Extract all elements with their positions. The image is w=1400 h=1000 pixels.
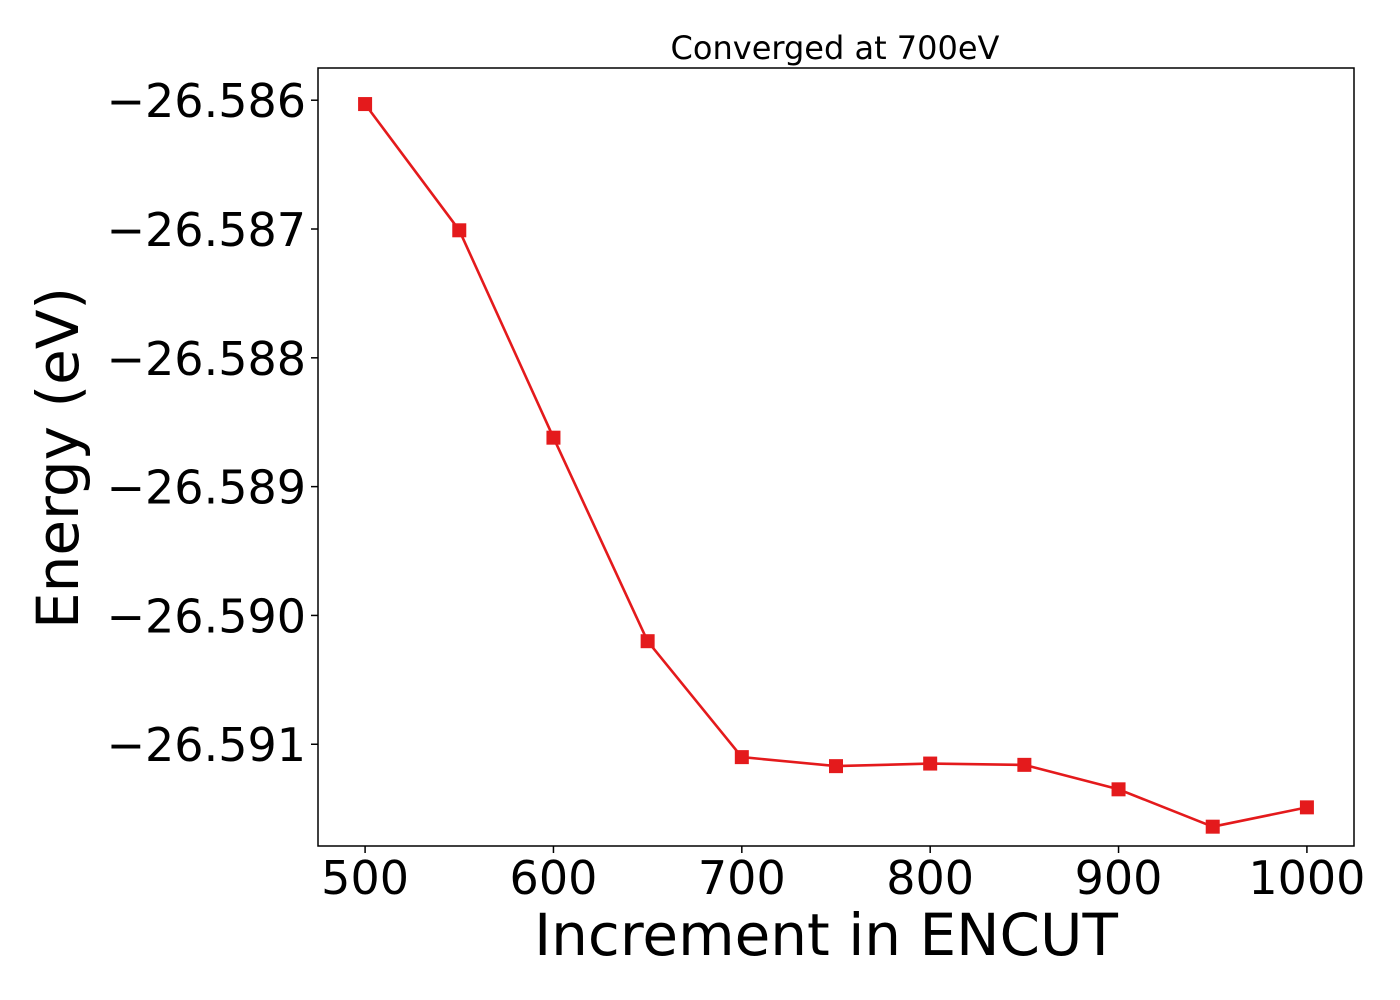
x-tick-label: 1000 bbox=[1248, 851, 1365, 905]
data-point-marker bbox=[1111, 782, 1126, 797]
x-tick-label: 500 bbox=[321, 851, 409, 905]
series-line bbox=[364, 103, 1308, 829]
x-tick-label: 700 bbox=[698, 851, 786, 905]
y-axis-label: Energy (eV) bbox=[24, 287, 92, 629]
data-point-marker bbox=[1205, 819, 1220, 834]
y-tick-label: −26.589 bbox=[107, 461, 307, 515]
x-tick-label: 900 bbox=[1075, 851, 1163, 905]
data-point-marker bbox=[358, 97, 373, 112]
y-tick-label: −26.588 bbox=[107, 332, 307, 386]
data-point-marker bbox=[734, 750, 749, 765]
data-point-marker bbox=[1299, 800, 1314, 815]
data-point-marker bbox=[829, 759, 843, 774]
y-tick-label: −26.587 bbox=[107, 203, 307, 257]
y-tick-label: −26.590 bbox=[107, 589, 307, 643]
data-point-marker bbox=[1017, 757, 1032, 772]
x-tick-label: 600 bbox=[510, 851, 598, 905]
data-point-marker bbox=[923, 756, 938, 771]
data-point-marker bbox=[546, 430, 561, 445]
x-tick-label: 800 bbox=[886, 851, 974, 905]
data-point-marker bbox=[452, 223, 467, 238]
y-tick-label: −26.586 bbox=[107, 74, 307, 128]
x-axis-label: Increment in ENCUT bbox=[534, 901, 1118, 969]
y-tick-label: −26.591 bbox=[107, 718, 307, 772]
chart-title: Converged at 700eV bbox=[671, 29, 1000, 67]
data-point-marker bbox=[640, 634, 655, 649]
plot-area-frame bbox=[317, 67, 1355, 847]
